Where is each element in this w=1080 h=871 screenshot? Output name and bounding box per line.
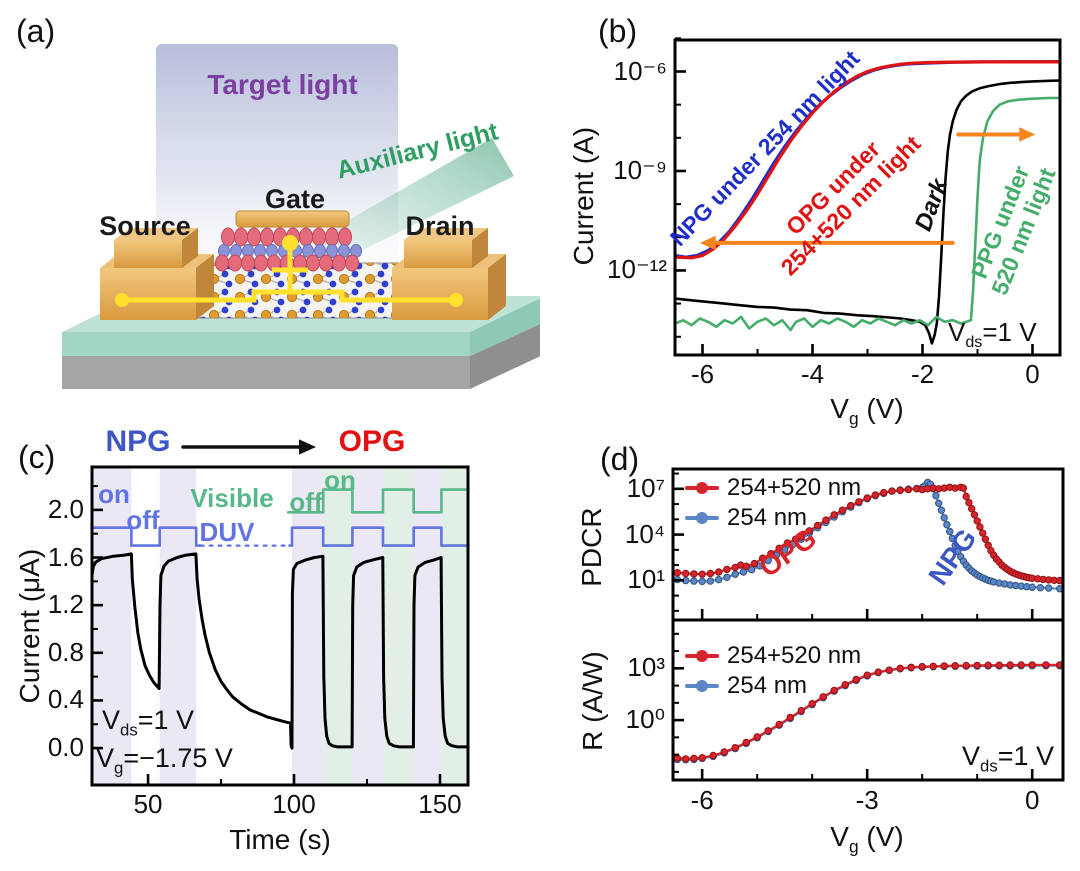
target-light-label: Target light (207, 69, 358, 100)
r-ylabel: R (A/W) (576, 651, 608, 751)
y-tick-label: 0.4 (47, 684, 84, 715)
y-tick-label: 10⁻⁹ (613, 154, 667, 185)
x-tick-label: 50 (133, 789, 163, 819)
visible-off-label: off (289, 487, 323, 517)
panel-c: (c) NPG OPG Current (μA) Time (s) on off… (0, 420, 540, 871)
y-tick-label: 1.2 (47, 589, 84, 620)
visible-label: Visible (190, 483, 274, 513)
drain-label: Drain (405, 211, 475, 241)
source-label: Source (99, 211, 191, 241)
device-schematic (62, 44, 540, 389)
y-tick-label: 10¹ (627, 564, 665, 595)
duv-off-label: off (126, 505, 160, 535)
legend-label: 254 nm (727, 504, 808, 531)
header-npg: NPG (105, 425, 171, 458)
panel-b-ylabel: Current (A) (567, 126, 599, 266)
panel-d-letter: (d) (600, 441, 640, 477)
pdcr-responsivity-plot (671, 467, 1065, 782)
y-tick-label: 0.8 (47, 636, 84, 667)
circuit-wiring (115, 235, 463, 307)
r-legend-item-blue: 254 nm (685, 672, 807, 700)
source-electrode (100, 228, 214, 320)
x-tick-label: 100 (272, 789, 316, 819)
panel-d: (d) PDCR R (A/W) Vg (V) 254+520 nm 254 n… (560, 420, 1080, 871)
legend-label: 254 nm (727, 672, 808, 699)
panel-c-vds-label: Vds=1 V (102, 705, 194, 740)
drain-electrode (392, 228, 506, 320)
y-tick-label: 10⁻⁶ (613, 55, 667, 86)
y-tick-label: 1.6 (47, 541, 84, 572)
panel-a: (a) Target light Auxiliary light Gate So… (0, 0, 540, 420)
legend-line-icon (685, 650, 719, 662)
x-tick-label: -6 (690, 359, 715, 389)
panel-c-letter: (c) (18, 439, 56, 475)
x-tick-label: -6 (690, 785, 714, 815)
r-legend-item-red: 254+520 nm (685, 642, 861, 670)
y-tick-label: 10⁰ (625, 704, 665, 735)
panel-d-vds-label: Vds=1 V (962, 741, 1054, 776)
y-tick-label: 2.0 (47, 493, 84, 524)
x-tick-label: -3 (855, 785, 879, 815)
x-tick-label: -4 (800, 359, 825, 389)
duv-on-label: on (98, 479, 130, 509)
panel-b-xlabel: Vg (V) (830, 393, 904, 429)
visible-on-label: on (324, 465, 356, 495)
gate-electrode (235, 210, 350, 228)
auxiliary-light-beam (310, 138, 514, 256)
panel-b-letter: (b) (598, 13, 638, 49)
panel-b-vds-label: Vds=1 V (948, 317, 1037, 352)
panel-b: (b) Current (A) Vg (V) NPG under 254 nm … (560, 0, 1080, 430)
y-tick-label: 10⁻¹² (607, 254, 667, 285)
gate-label: Gate (264, 184, 326, 214)
panel-c-xlabel: Time (s) (229, 824, 331, 855)
x-tick-label: 0 (1024, 785, 1040, 815)
pdcr-legend-item-red: 254+520 nm (685, 474, 861, 502)
legend-label: 254+520 nm (727, 474, 862, 501)
y-tick-label: 10³ (627, 652, 665, 683)
pdcr-legend-item-blue: 254 nm (685, 504, 807, 532)
transfer-curves-plot (673, 37, 1062, 357)
legend-line-icon (685, 512, 719, 524)
legend-label: 254+520 nm (727, 642, 862, 669)
panel-c-vg-label: Vg=−1.75 V (96, 743, 233, 778)
legend-line-icon (685, 680, 719, 692)
time-response-plot (90, 439, 470, 787)
y-tick-label: 10⁴ (624, 518, 665, 549)
x-tick-label: -2 (910, 359, 935, 389)
header-opg: OPG (338, 425, 406, 458)
y-tick-label: 0.0 (47, 732, 84, 763)
x-tick-label: 150 (418, 789, 462, 819)
x-tick-label: 0 (1025, 359, 1040, 389)
legend-line-icon (685, 482, 719, 494)
y-tick-label: 10⁷ (626, 472, 665, 503)
duv-label: DUV (199, 517, 255, 547)
panel-a-letter: (a) (16, 13, 56, 49)
panel-d-xlabel: Vg (V) (830, 821, 904, 857)
